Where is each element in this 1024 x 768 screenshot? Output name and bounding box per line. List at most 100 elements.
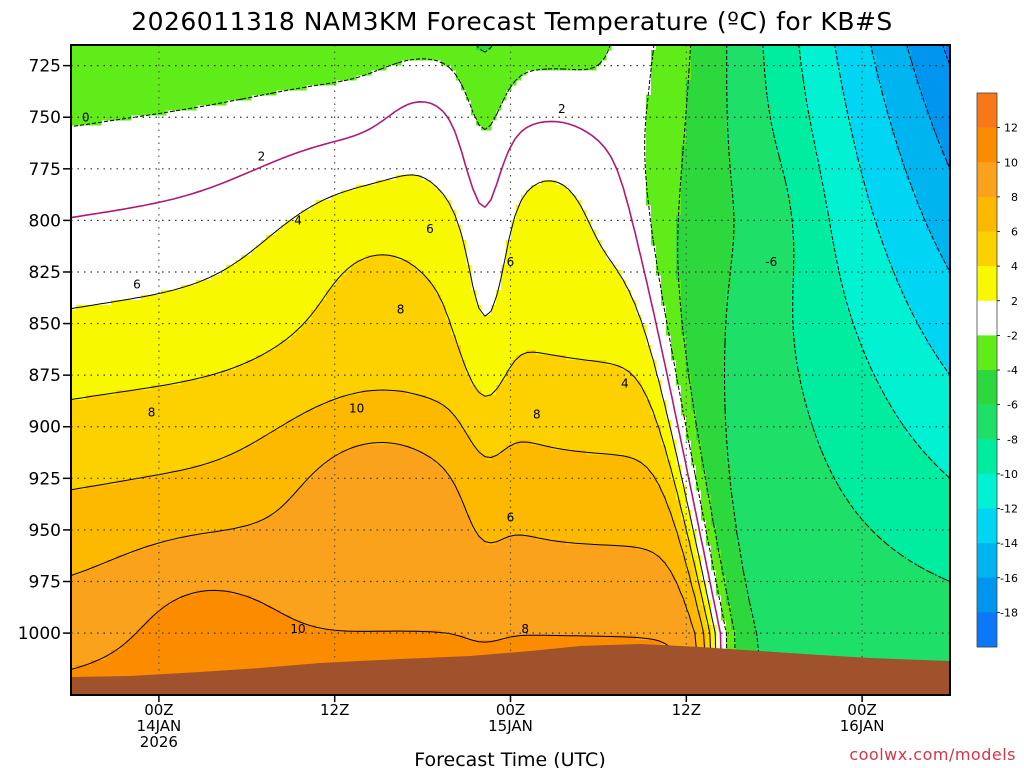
temperature-cell: [276, 350, 282, 356]
temperature-cell: [251, 330, 257, 336]
temperature-cell: [96, 355, 102, 361]
temperature-cell: [291, 55, 297, 61]
temperature-cell: [316, 485, 322, 491]
temperature-cell: [156, 585, 162, 591]
temperature-cell: [266, 345, 272, 351]
temperature-cell: [71, 590, 77, 596]
temperature-cell: [81, 550, 87, 556]
temperature-cell: [256, 460, 262, 466]
temperature-cell: [301, 60, 307, 66]
temperature-cell: [271, 310, 277, 316]
temperature-cell: [111, 415, 117, 421]
temperature-cell: [206, 500, 212, 506]
temperature-cell: [291, 645, 297, 651]
temperature-cell: [291, 600, 297, 606]
temperature-cell: [106, 85, 112, 91]
temperature-cell: [276, 380, 282, 386]
temperature-cell: [176, 475, 182, 481]
temperature-cell: [91, 115, 97, 121]
temperature-cell: [216, 660, 222, 666]
temperature-cell: [271, 250, 277, 256]
temperature-cell: [301, 510, 307, 516]
temperature-cell: [191, 620, 197, 626]
temperature-cell: [136, 505, 142, 511]
temperature-cell: [211, 520, 217, 526]
temperature-cell: [181, 100, 187, 106]
temperature-cell: [281, 80, 287, 86]
temperature-cell: [106, 55, 112, 61]
temperature-cell: [116, 425, 122, 431]
temperature-cell: [221, 435, 227, 441]
temperature-cell: [81, 105, 87, 111]
temperature-cell: [106, 70, 112, 76]
temperature-cell: [321, 510, 327, 516]
temperature-cell: [96, 640, 102, 646]
temperature-cell: [206, 375, 212, 381]
temperature-cell: [71, 475, 77, 481]
temperature-cell: [86, 485, 92, 491]
temperature-cell: [296, 325, 302, 331]
temperature-cell: [301, 335, 307, 341]
temperature-cell: [321, 525, 327, 531]
temperature-cell: [186, 450, 192, 456]
temperature-cell: [186, 480, 192, 486]
temperature-cell: [316, 255, 322, 261]
temperature-cell: [236, 520, 242, 526]
temperature-cell: [311, 420, 317, 426]
temperature-cell: [281, 480, 287, 486]
temperature-cell: [141, 360, 147, 366]
temperature-cell: [101, 645, 107, 651]
temperature-cell: [241, 80, 247, 86]
temperature-cell: [221, 540, 227, 546]
temperature-cell: [241, 560, 247, 566]
temperature-cell: [111, 530, 117, 536]
temperature-cell: [241, 405, 247, 411]
temperature-cell: [261, 535, 267, 541]
temperature-cell: [296, 615, 302, 621]
temperature-cell: [301, 365, 307, 371]
temperature-cell: [196, 480, 202, 486]
temperature-cell: [96, 410, 102, 416]
temperature-cell: [306, 305, 312, 311]
temperature-cell: [186, 290, 192, 296]
temperature-cell: [101, 310, 107, 316]
temperature-cell: [121, 555, 127, 561]
temperature-cell: [186, 620, 192, 626]
temperature-cell: [211, 485, 217, 491]
temperature-cell: [116, 555, 122, 561]
temperature-cell: [71, 610, 77, 616]
temperature-cell: [196, 280, 202, 286]
temperature-cell: [251, 85, 257, 91]
temperature-cell: [241, 660, 247, 666]
temperature-cell: [101, 395, 107, 401]
temperature-cell: [216, 460, 222, 466]
temperature-cell: [196, 330, 202, 336]
temperature-cell: [196, 495, 202, 501]
temperature-cell: [231, 420, 237, 426]
temperature-cell: [96, 465, 102, 471]
temperature-cell: [171, 105, 177, 111]
temperature-cell: [251, 395, 257, 401]
temperature-cell: [281, 400, 287, 406]
temperature-cell: [301, 260, 307, 266]
temperature-cell: [71, 585, 77, 591]
temperature-cell: [126, 670, 132, 676]
temperature-cell: [321, 235, 327, 241]
temperature-cell: [311, 295, 317, 301]
temperature-cell: [111, 470, 117, 476]
temperature-cell: [146, 600, 152, 606]
temperature-cell: [276, 575, 282, 581]
temperature-cell: [91, 545, 97, 551]
temperature-cell: [326, 200, 332, 206]
temperature-cell: [86, 605, 92, 611]
temperature-cell: [261, 640, 267, 646]
temperature-cell: [101, 90, 107, 96]
temperature-cell: [266, 650, 272, 656]
temperature-cell: [196, 85, 202, 91]
temperature-cell: [296, 310, 302, 316]
temperature-cell: [321, 345, 327, 351]
temperature-cell: [116, 560, 122, 566]
temperature-cell: [156, 515, 162, 521]
temperature-cell: [286, 445, 292, 451]
temperature-cell: [186, 60, 192, 66]
